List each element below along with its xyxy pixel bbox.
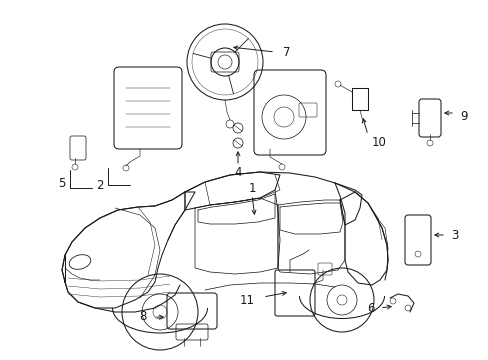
Text: 8: 8 <box>140 310 147 324</box>
Text: 11: 11 <box>240 293 254 306</box>
Text: 10: 10 <box>371 135 386 149</box>
Text: 5: 5 <box>58 176 65 189</box>
Text: 7: 7 <box>283 45 290 59</box>
Text: 9: 9 <box>459 109 467 122</box>
Text: 2: 2 <box>96 179 103 192</box>
Text: 4: 4 <box>234 166 241 179</box>
Text: 1: 1 <box>248 181 255 194</box>
Text: 6: 6 <box>367 302 374 315</box>
Text: 3: 3 <box>450 229 457 242</box>
